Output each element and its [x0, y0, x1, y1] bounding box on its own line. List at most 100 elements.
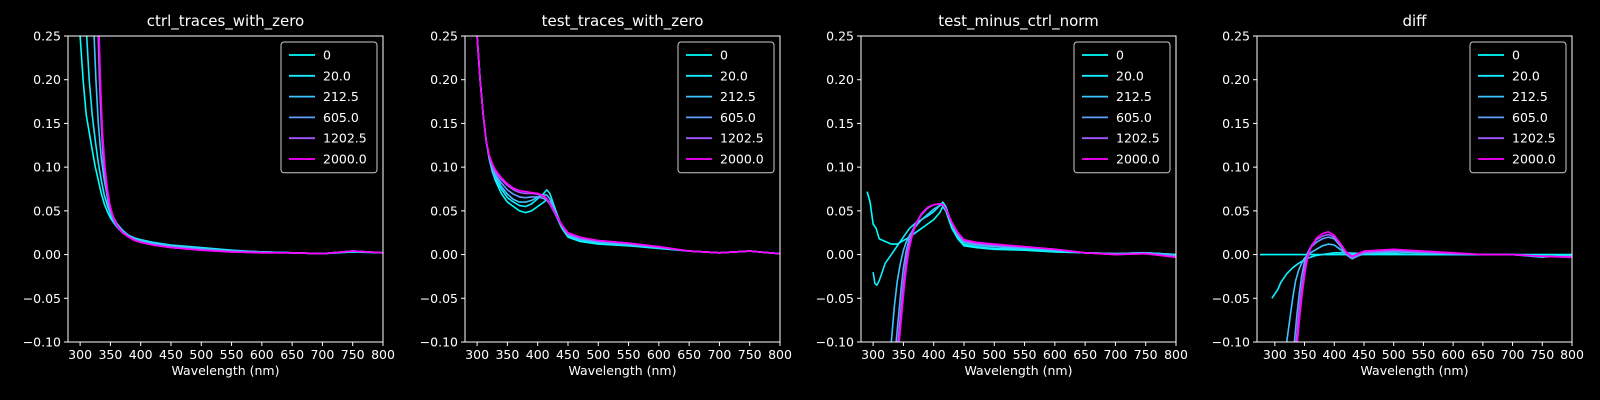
legend-entry: 212.5 — [1116, 89, 1152, 104]
y-tick-label: −0.10 — [23, 335, 61, 350]
x-tick-label: 450 — [556, 347, 580, 362]
axes-frame — [67, 35, 384, 343]
legend-box — [1073, 41, 1171, 174]
legend-entry: 212.5 — [1512, 89, 1548, 104]
x-tick-label: 650 — [1471, 347, 1495, 362]
x-tick-label: 500 — [189, 347, 213, 362]
x-tick-label: 750 — [1134, 347, 1158, 362]
x-tick-label: 300 — [861, 347, 885, 362]
y-tick-label: 0.20 — [1222, 72, 1250, 87]
legend-entry: 1202.5 — [720, 131, 764, 146]
x-tick-label: 300 — [68, 347, 92, 362]
series-group — [1260, 231, 1572, 342]
x-tick-label: 700 — [310, 347, 334, 362]
x-axis-label: Wavelength (nm) — [172, 363, 280, 378]
x-tick-label: 450 — [1352, 347, 1376, 362]
chart-panel-1: ctrl_traces_with_zero 300 350 400 450 500 550 6… — [23, 12, 395, 378]
x-axis-label: Wavelength (nm) — [569, 363, 677, 378]
x-tick-label: 600 — [250, 347, 274, 362]
x-tick-label: 700 — [1103, 347, 1127, 362]
legend-entry: 605.0 — [323, 110, 359, 125]
legend-entry: 212.5 — [323, 89, 359, 104]
axes-frame — [464, 35, 781, 343]
y-tick-label: −0.10 — [816, 335, 854, 350]
legend-entry: 20.0 — [323, 68, 351, 83]
x-tick-label: 600 — [1043, 347, 1067, 362]
series-line-1202.5 — [1295, 233, 1572, 342]
x-tick-label: 400 — [129, 347, 153, 362]
x-tick-label: 800 — [1560, 347, 1584, 362]
x-tick-label: 300 — [1263, 347, 1287, 362]
legend-entry: 2000.0 — [720, 152, 764, 167]
x-axis-label: Wavelength (nm) — [965, 363, 1073, 378]
chart-panel-2: test_traces_with_zero 300 350 400 450 500 550 6… — [420, 12, 792, 378]
series-line-20.0 — [1271, 252, 1572, 299]
y-tick-label: 0.05 — [430, 203, 458, 218]
series-group — [866, 191, 1176, 342]
y-tick-label: 0.05 — [1222, 203, 1250, 218]
x-tick-label: 450 — [952, 347, 976, 362]
y-tick-label: 0.25 — [33, 29, 61, 44]
x-tick-label: 350 — [495, 347, 519, 362]
x-tick-label: 800 — [768, 347, 792, 362]
x-tick-label: 750 — [738, 347, 762, 362]
x-tick-label: 600 — [647, 347, 671, 362]
series-group — [476, 36, 780, 255]
chart-title: test_minus_ctrl_norm — [938, 12, 1099, 31]
legend-entry: 20.0 — [1116, 68, 1144, 83]
x-tick-label: 400 — [526, 347, 550, 362]
series-line-212.5 — [890, 203, 1176, 342]
x-tick-label: 300 — [465, 347, 489, 362]
x-tick-label: 550 — [220, 347, 244, 362]
y-tick-label: 0.00 — [826, 247, 854, 262]
legend-entry: 0 — [1512, 48, 1520, 63]
y-tick-label: −0.05 — [816, 291, 854, 306]
legend: 0 20.0 212.5 605.0 1202.5 2000.0 — [1073, 41, 1171, 174]
legend-entry: 212.5 — [720, 89, 756, 104]
chart-title: ctrl_traces_with_zero — [147, 12, 304, 31]
legend-entry: 20.0 — [720, 68, 748, 83]
x-tick-label: 650 — [1073, 347, 1097, 362]
legend: 0 20.0 212.5 605.0 1202.5 2000.0 — [280, 41, 378, 174]
y-tick-label: 0.25 — [430, 29, 458, 44]
y-tick-label: 0.10 — [1222, 160, 1250, 175]
y-tick-label: 0.15 — [33, 116, 61, 131]
legend-box — [1469, 41, 1567, 174]
x-tick-label: 350 — [1293, 347, 1317, 362]
y-tick-label: 0.00 — [33, 247, 61, 262]
legend-entry: 0 — [720, 48, 728, 63]
y-tick-label: 0.15 — [826, 116, 854, 131]
series-line-1202.5 — [897, 203, 1176, 342]
series-line-2000.0 — [98, 36, 383, 255]
legend-entry: 2000.0 — [1116, 152, 1160, 167]
series-group — [79, 36, 383, 255]
chart-title: diff — [1402, 12, 1427, 30]
legend: 0 20.0 212.5 605.0 1202.5 2000.0 — [677, 41, 775, 174]
legend-entry: 1202.5 — [1512, 131, 1556, 146]
legend-entry: 2000.0 — [1512, 152, 1556, 167]
series-line-2000.0 — [476, 36, 780, 255]
chart-panel-3: test_minus_ctrl_norm 300 350 400 450 500 550 60… — [816, 12, 1188, 378]
x-tick-label: 650 — [280, 347, 304, 362]
legend-box — [280, 41, 378, 174]
x-tick-label: 550 — [1013, 347, 1037, 362]
legend-entry: 605.0 — [1512, 110, 1548, 125]
series-line-2000.0 — [898, 203, 1176, 342]
y-tick-label: 0.05 — [826, 203, 854, 218]
chart-panel-4: diff 300 350 400 450 500 550 600 650 700 750 800 −0.… — [1212, 12, 1584, 378]
y-tick-label: 0.10 — [33, 160, 61, 175]
series-line-0 — [866, 191, 1176, 256]
x-tick-label: 400 — [922, 347, 946, 362]
x-tick-label: 800 — [371, 347, 395, 362]
legend-entry: 20.0 — [1512, 68, 1540, 83]
y-tick-label: 0.25 — [826, 29, 854, 44]
x-tick-label: 550 — [1411, 347, 1435, 362]
chart-title: test_traces_with_zero — [542, 12, 704, 31]
x-tick-label: 350 — [891, 347, 915, 362]
x-tick-label: 800 — [1164, 347, 1188, 362]
x-tick-label: 700 — [1501, 347, 1525, 362]
legend-entry: 1202.5 — [323, 131, 367, 146]
y-tick-label: 0.10 — [430, 160, 458, 175]
y-tick-label: −0.10 — [1212, 335, 1250, 350]
